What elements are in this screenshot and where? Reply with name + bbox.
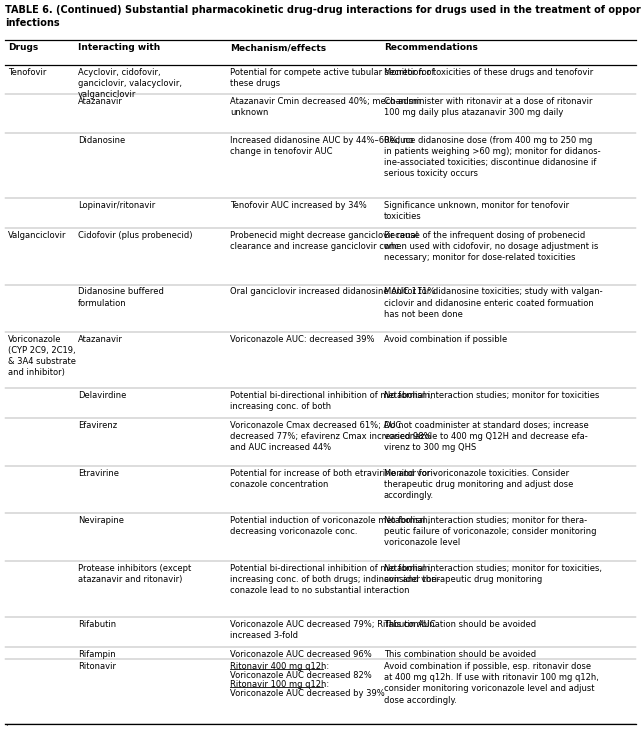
Text: Mechanism/effects: Mechanism/effects: [230, 43, 326, 52]
Text: TABLE 6. (Continued) Substantial pharmacokinetic drug-drug interactions for drug: TABLE 6. (Continued) Substantial pharmac…: [5, 5, 641, 28]
Text: Didanosine buffered
formulation: Didanosine buffered formulation: [78, 288, 164, 308]
Text: Atazanavir Cmin decreased 40%; mechanism
unknown: Atazanavir Cmin decreased 40%; mechanism…: [230, 98, 421, 117]
Text: Probenecid might decrease ganciclovir renal
clearance and increase ganciclovir c: Probenecid might decrease ganciclovir re…: [230, 231, 418, 251]
Text: Monitor for voriconazole toxicities. Consider
therapeutic drug monitoring and ad: Monitor for voriconazole toxicities. Con…: [384, 469, 573, 500]
Text: This combination should be avoided: This combination should be avoided: [384, 620, 536, 629]
Text: Reduce didanosine dose (from 400 mg to 250 mg
in patients weighing >60 mg); moni: Reduce didanosine dose (from 400 mg to 2…: [384, 136, 601, 178]
Text: Atazanavir: Atazanavir: [78, 98, 123, 106]
Text: Potential bi-directional inhibition of metabolism,
increasing conc. of both: Potential bi-directional inhibition of m…: [230, 391, 433, 412]
Text: Oral ganciclovir increased didanosine AUC 111%: Oral ganciclovir increased didanosine AU…: [230, 288, 435, 297]
Text: Ritonavir 100 mg q12h:: Ritonavir 100 mg q12h:: [230, 680, 329, 689]
Text: Interacting with: Interacting with: [78, 43, 160, 52]
Text: No formal interaction studies; monitor for toxicities,
consider therapeutic drug: No formal interaction studies; monitor f…: [384, 564, 602, 584]
Text: This combination should be avoided: This combination should be avoided: [384, 650, 536, 659]
Text: Potential bi-directional inhibition of metabolism,
increasing conc. of both drug: Potential bi-directional inhibition of m…: [230, 564, 440, 595]
Text: Voriconazole
(CYP 2C9, 2C19,
& 3A4 substrate
and inhibitor): Voriconazole (CYP 2C9, 2C19, & 3A4 subst…: [8, 335, 76, 377]
Text: Voriconazole AUC: decreased 39%: Voriconazole AUC: decreased 39%: [230, 335, 374, 344]
Text: Avoid combination if possible: Avoid combination if possible: [384, 335, 507, 344]
Text: .: .: [5, 719, 8, 728]
Text: Co-administer with ritonavir at a dose of ritonavir
100 mg daily plus atazanavir: Co-administer with ritonavir at a dose o…: [384, 98, 592, 117]
Text: Voriconazole AUC decreased 79%; Rifabutin AUC
increased 3-fold: Voriconazole AUC decreased 79%; Rifabuti…: [230, 620, 436, 640]
Text: Acyclovir, cidofovir,
ganciclovir, valacyclovir,
valganciclovir: Acyclovir, cidofovir, ganciclovir, valac…: [78, 68, 182, 99]
Text: Delavirdine: Delavirdine: [78, 391, 126, 400]
Text: No formal interaction studies; monitor for toxicities: No formal interaction studies; monitor f…: [384, 391, 599, 400]
Text: Voriconazole AUC decreased 96%: Voriconazole AUC decreased 96%: [230, 650, 372, 659]
Text: Because of the infrequent dosing of probenecid
when used with cidofovir, no dosa: Because of the infrequent dosing of prob…: [384, 231, 598, 262]
Text: Tenofovir AUC increased by 34%: Tenofovir AUC increased by 34%: [230, 201, 367, 210]
Text: Atazanavir: Atazanavir: [78, 335, 123, 344]
Text: Avoid combination if possible, esp. ritonavir dose
at 400 mg q12h. If use with r: Avoid combination if possible, esp. rito…: [384, 662, 599, 705]
Text: Cidofovir (plus probenecid): Cidofovir (plus probenecid): [78, 231, 193, 240]
Text: Didanosine: Didanosine: [78, 136, 126, 145]
Text: Voriconazole AUC decreased 82%: Voriconazole AUC decreased 82%: [230, 671, 372, 680]
Text: Potential induction of voriconazole metabolism,
decreasing voriconazole conc.: Potential induction of voriconazole meta…: [230, 516, 431, 537]
Text: Drugs: Drugs: [8, 43, 38, 52]
Text: No formal interaction studies; monitor for thera-
peutic failure of voriconazole: No formal interaction studies; monitor f…: [384, 516, 597, 548]
Text: Potential for compete active tubular secretion of
these drugs: Potential for compete active tubular sec…: [230, 68, 435, 87]
Text: Lopinavir/ritonavir: Lopinavir/ritonavir: [78, 201, 156, 210]
Text: Etravirine: Etravirine: [78, 469, 119, 478]
Text: Valganciclovir: Valganciclovir: [8, 231, 66, 240]
Text: Voriconazole Cmax decreased 61%; AUC
decreased 77%; efavirenz Cmax increased 98%: Voriconazole Cmax decreased 61%; AUC dec…: [230, 421, 432, 452]
Text: Monitor for didanosine toxicities; study with valgan-
ciclovir and didanosine en: Monitor for didanosine toxicities; study…: [384, 288, 603, 319]
Text: Ritonavir: Ritonavir: [78, 662, 116, 671]
Text: Nevirapine: Nevirapine: [78, 516, 124, 526]
Text: Rifabutin: Rifabutin: [78, 620, 116, 629]
Text: Potential for increase of both etravirine and vori-
conazole concentration: Potential for increase of both etravirin…: [230, 469, 436, 489]
Text: Increased didanosine AUC by 44%–60%; no
change in tenofovir AUC: Increased didanosine AUC by 44%–60%; no …: [230, 136, 413, 156]
Text: Tenofovir: Tenofovir: [8, 68, 46, 76]
Text: Monitor for toxicities of these drugs and tenofovir: Monitor for toxicities of these drugs an…: [384, 68, 593, 76]
Text: Do not coadminister at standard doses; increase
voriconazole to 400 mg Q12H and : Do not coadminister at standard doses; i…: [384, 421, 588, 452]
Text: Recommendations: Recommendations: [384, 43, 478, 52]
Text: Efavirenz: Efavirenz: [78, 421, 117, 430]
Text: Protease inhibitors (except
atazanavir and ritonavir): Protease inhibitors (except atazanavir a…: [78, 564, 192, 584]
Text: Significance unknown, monitor for tenofovir
toxicities: Significance unknown, monitor for tenofo…: [384, 201, 569, 222]
Text: Ritonavir 400 mg q12h:: Ritonavir 400 mg q12h:: [230, 662, 329, 671]
Text: Rifampin: Rifampin: [78, 650, 116, 659]
Text: Voriconazole AUC decreased by 39%: Voriconazole AUC decreased by 39%: [230, 688, 385, 698]
